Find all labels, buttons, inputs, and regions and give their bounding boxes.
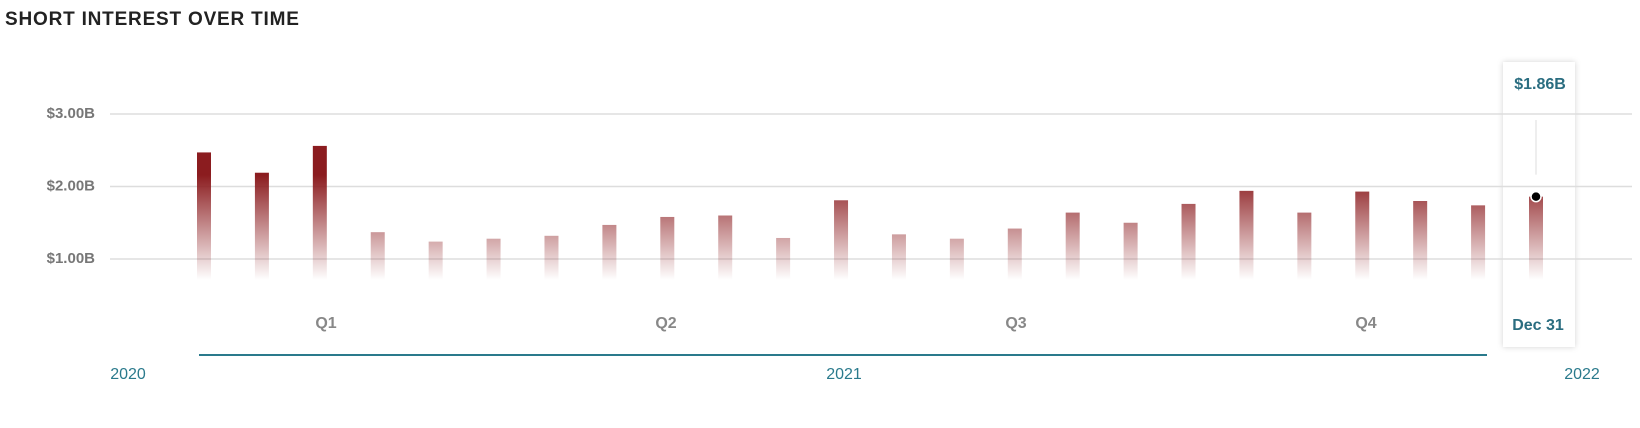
bar: [428, 241, 443, 332]
quarter-label: Q4: [1355, 315, 1376, 332]
bar: [1355, 191, 1370, 332]
bar: [660, 216, 675, 332]
highlight-point: [1530, 190, 1542, 203]
y-tick-label: $3.00B: [47, 105, 96, 122]
bar: [1529, 196, 1543, 332]
bar: [776, 237, 791, 332]
bar: [370, 232, 385, 332]
bar: [197, 152, 211, 332]
bar: [1297, 212, 1312, 332]
bar: [1181, 203, 1196, 332]
quarter-label: Q3: [1005, 315, 1026, 332]
bar: [891, 234, 906, 332]
bar: [486, 238, 501, 332]
bar: [1007, 228, 1022, 332]
bar: [1065, 212, 1080, 332]
y-tick-label: $1.00B: [47, 250, 96, 267]
bar: [949, 238, 964, 332]
quarter-label: Q1: [315, 315, 336, 332]
bar: [1413, 201, 1428, 332]
x-tick-label: Dec 31: [1512, 317, 1564, 334]
quarter-label: Q2: [655, 315, 676, 332]
year-label: 2022: [1564, 366, 1600, 383]
bar: [718, 215, 733, 332]
bar: [1239, 190, 1254, 332]
year-label: 2020: [110, 366, 146, 383]
y-tick-label: $2.00B: [47, 177, 96, 194]
bar: [1123, 222, 1138, 332]
bar: [1471, 205, 1486, 332]
bar: [834, 200, 849, 332]
chart-title: SHORT INTEREST OVER TIME: [5, 9, 300, 30]
bar: [254, 172, 269, 332]
bar: [312, 145, 327, 332]
bar: [544, 235, 559, 332]
year-label: 2021: [826, 366, 862, 383]
bar: [602, 224, 617, 332]
value-label: $1.86B: [1514, 76, 1566, 93]
